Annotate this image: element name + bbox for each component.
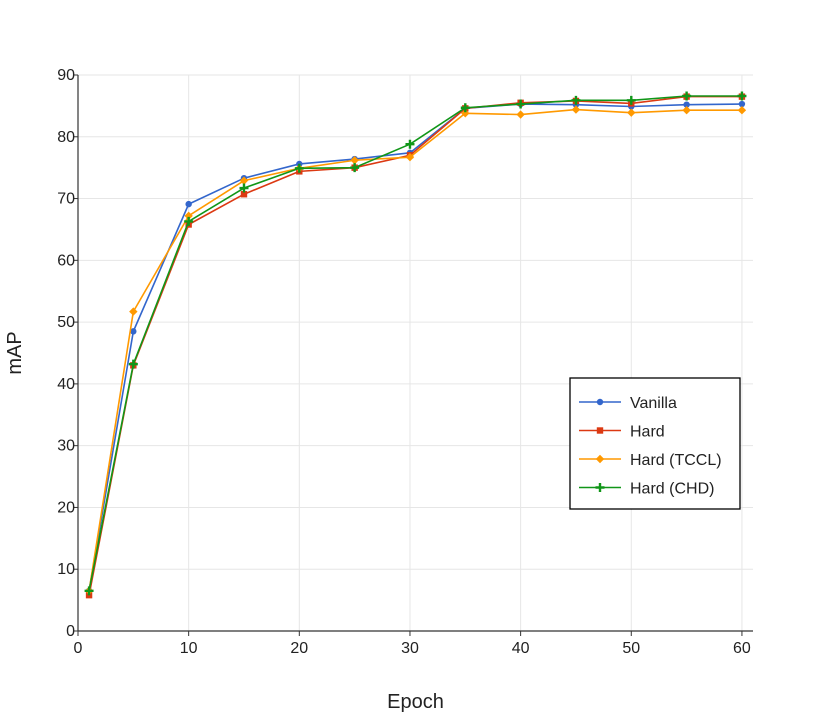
y-tick-label: 50 xyxy=(57,314,75,331)
data-point xyxy=(460,103,470,113)
x-tick-label: 30 xyxy=(401,640,419,657)
y-tick-label: 70 xyxy=(57,191,75,208)
data-point xyxy=(184,211,193,221)
y-tick-label: 90 xyxy=(57,67,75,84)
x-tick-label: 0 xyxy=(74,640,83,657)
data-point xyxy=(185,200,192,208)
series-line xyxy=(88,103,742,591)
data-point xyxy=(571,95,581,105)
data-point xyxy=(737,106,747,115)
x-tick-label: 20 xyxy=(290,640,308,657)
data-point xyxy=(405,152,415,162)
axes: 0 10 20 30 40 50 60 0 10 20 30 40 50 60 70 80 90 xyxy=(57,67,753,657)
y-tick-label: 30 xyxy=(57,438,75,455)
data-point xyxy=(350,163,360,173)
data-point xyxy=(184,216,194,226)
legend: Vanilla Hard Hard (TCCL) Hard (CHD) xyxy=(569,377,741,510)
legend-label: Hard xyxy=(630,424,665,441)
y-tick-label: 0 xyxy=(66,623,75,640)
data-point xyxy=(128,359,138,369)
y-axis-title: mAP xyxy=(4,331,26,374)
data-point xyxy=(240,191,248,198)
x-tick-label: 60 xyxy=(733,640,751,657)
data-point xyxy=(683,101,690,108)
legend-entry: Hard xyxy=(579,424,665,441)
legend-swatch-marker xyxy=(595,483,605,492)
data-point xyxy=(350,156,359,165)
data-point xyxy=(682,106,691,115)
x-tick-label: 40 xyxy=(512,640,530,657)
legend-swatch-marker xyxy=(596,398,604,406)
series-0 xyxy=(85,100,746,595)
legend-swatch-marker xyxy=(596,427,604,434)
legend-entry: Hard (CHD) xyxy=(579,481,714,498)
data-point xyxy=(130,328,137,335)
legend-entry: Hard (TCCL) xyxy=(579,452,722,469)
data-point xyxy=(516,110,525,119)
series-line xyxy=(88,95,742,596)
series-line xyxy=(88,108,742,591)
series-3 xyxy=(84,91,747,596)
x-tick-label: 10 xyxy=(180,640,198,657)
legend-label: Hard (TCCL) xyxy=(630,452,722,469)
data-point xyxy=(682,91,692,101)
x-tick-label: 50 xyxy=(622,640,640,657)
series-2 xyxy=(84,105,747,596)
series-line xyxy=(88,95,742,591)
data-point xyxy=(294,163,304,173)
data-point xyxy=(627,108,636,117)
legend-swatch-marker xyxy=(595,454,605,464)
data-point xyxy=(516,99,526,109)
y-tick-label: 60 xyxy=(57,252,75,269)
y-tick-label: 40 xyxy=(57,376,75,393)
data-point xyxy=(461,109,470,118)
data-point xyxy=(84,586,94,596)
series-layer xyxy=(84,91,747,599)
legend-label: Vanilla xyxy=(630,395,677,412)
data-point xyxy=(738,100,746,108)
legend-label: Hard (CHD) xyxy=(630,481,714,498)
data-point xyxy=(626,95,636,105)
grid-lines xyxy=(78,74,753,631)
y-tick-label: 80 xyxy=(57,129,75,146)
series-1 xyxy=(85,93,746,599)
data-point xyxy=(737,91,747,101)
x-axis-title: Epoch xyxy=(387,691,444,713)
data-point xyxy=(129,307,138,316)
y-tick-label: 20 xyxy=(57,499,75,516)
data-point xyxy=(571,105,581,114)
legend-entry: Vanilla xyxy=(579,395,677,412)
y-tick-label: 10 xyxy=(57,561,75,578)
data-point xyxy=(239,176,249,185)
data-point xyxy=(239,183,249,193)
data-point xyxy=(405,139,415,149)
